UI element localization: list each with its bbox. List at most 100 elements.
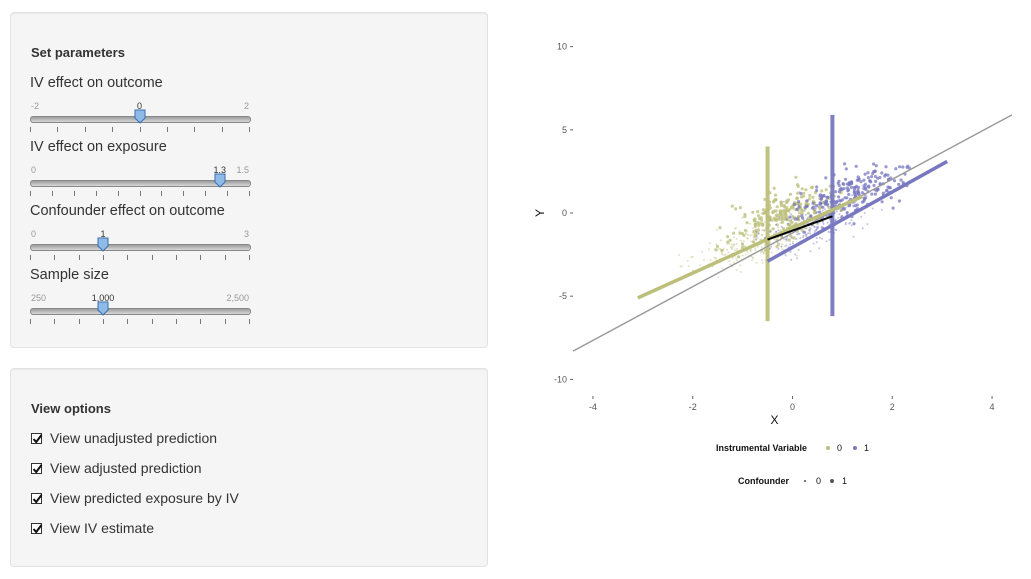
data-point — [815, 223, 818, 226]
iv-exposure-slider[interactable]: 0 1.3 1.5 — [30, 165, 251, 203]
data-point — [850, 224, 853, 227]
data-point — [820, 205, 823, 208]
data-point — [862, 187, 866, 191]
data-point — [868, 179, 872, 183]
data-point — [771, 200, 776, 204]
slider-handle[interactable] — [134, 109, 146, 124]
data-point — [865, 195, 868, 198]
data-point — [785, 238, 788, 240]
data-point — [797, 200, 801, 204]
data-point — [837, 179, 841, 183]
data-point — [758, 232, 760, 235]
data-point — [778, 212, 782, 216]
data-point — [866, 171, 870, 175]
data-point — [804, 233, 807, 236]
data-point — [789, 205, 793, 209]
data-point — [780, 245, 783, 248]
slider-tick — [221, 127, 223, 132]
data-point — [826, 221, 829, 224]
data-point — [681, 265, 684, 268]
data-point — [889, 196, 893, 200]
data-point — [718, 226, 722, 230]
slider-tick — [103, 255, 104, 260]
data-point — [787, 222, 790, 225]
data-point — [754, 249, 757, 252]
data-point — [717, 248, 720, 250]
option-adjusted-prediction[interactable]: View adjusted prediction — [31, 459, 202, 477]
data-point — [837, 190, 841, 194]
data-point — [790, 258, 793, 261]
checkbox[interactable] — [31, 522, 43, 534]
data-point — [760, 218, 764, 222]
data-point — [806, 211, 811, 215]
data-point — [863, 172, 867, 176]
slider-handle[interactable] — [97, 237, 109, 252]
data-point — [789, 223, 792, 226]
slider-track[interactable] — [30, 244, 251, 251]
data-point — [678, 253, 681, 256]
slider-tick — [249, 127, 250, 132]
data-point — [860, 191, 864, 195]
data-point — [789, 251, 792, 253]
slider-track[interactable] — [30, 308, 251, 315]
data-point — [761, 208, 765, 212]
data-point — [867, 185, 871, 189]
data-point — [874, 164, 878, 168]
slider-tick — [200, 255, 202, 260]
data-point — [780, 245, 783, 248]
data-point — [768, 206, 773, 210]
checkbox[interactable] — [31, 462, 43, 474]
data-point — [792, 216, 795, 219]
data-point — [860, 215, 863, 218]
slider-handle[interactable] — [97, 301, 109, 316]
slider-tick — [103, 319, 104, 324]
option-iv-estimate[interactable]: View IV estimate — [31, 519, 154, 537]
slider-min: 0 — [31, 165, 37, 175]
data-point — [741, 243, 744, 246]
data-point — [815, 229, 818, 232]
x-tick-label: 4 — [990, 402, 995, 412]
iv-outcome-slider[interactable]: -2 0 2 — [30, 101, 251, 139]
data-point — [815, 211, 818, 214]
data-point — [805, 233, 808, 236]
data-point — [708, 242, 711, 245]
data-point — [728, 260, 731, 262]
sample-size-slider[interactable]: 250 1,000 2,500 — [30, 293, 251, 331]
data-point — [784, 212, 788, 216]
data-point — [862, 178, 866, 182]
data-point — [722, 247, 725, 250]
data-point — [846, 211, 849, 214]
data-point — [884, 165, 888, 169]
data-point — [789, 212, 791, 215]
legend-confounder-1-label: 1 — [842, 476, 847, 486]
data-point — [740, 239, 742, 242]
data-point — [781, 220, 785, 224]
slider-tick — [151, 319, 153, 324]
data-point — [834, 219, 837, 222]
data-point — [791, 240, 794, 243]
data-point — [745, 221, 749, 225]
data-point — [687, 265, 690, 268]
data-point — [781, 248, 784, 251]
data-point — [824, 176, 828, 180]
data-point — [754, 247, 756, 250]
data-point — [777, 226, 779, 229]
data-point — [841, 206, 845, 210]
point-layer — [572, 114, 1013, 352]
data-point — [775, 245, 779, 249]
slider-handle[interactable] — [214, 173, 226, 188]
option-unadjusted-prediction[interactable]: View unadjusted prediction — [31, 429, 217, 447]
data-point — [742, 240, 745, 243]
slider-max: 3 — [243, 229, 249, 239]
data-point — [812, 211, 816, 215]
data-point — [730, 204, 734, 208]
option-predicted-exposure[interactable]: View predicted exposure by IV — [31, 489, 239, 507]
checkbox[interactable] — [31, 492, 43, 504]
confounder-outcome-slider[interactable]: 0 1 3 — [30, 229, 251, 267]
data-point — [733, 236, 735, 239]
data-point — [774, 193, 778, 197]
checkbox[interactable] — [31, 432, 43, 444]
data-point — [762, 251, 765, 254]
slider-track[interactable] — [30, 180, 251, 187]
data-point — [761, 261, 764, 264]
